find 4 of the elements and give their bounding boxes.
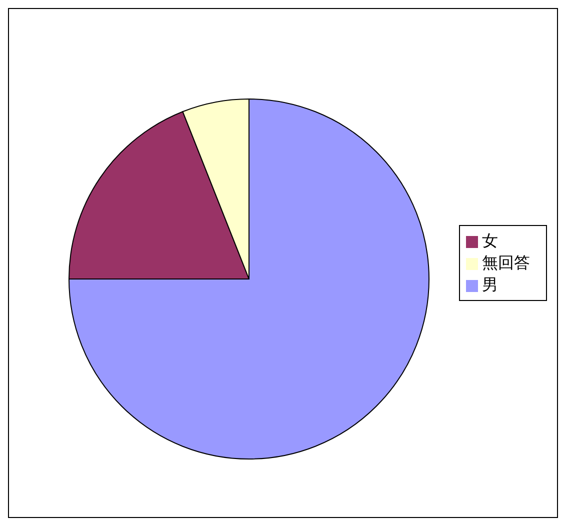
pie-slice	[68, 98, 430, 460]
legend-label: 女	[482, 231, 498, 250]
legend-label: 無回答	[482, 253, 530, 272]
legend-label: 男	[482, 275, 498, 294]
